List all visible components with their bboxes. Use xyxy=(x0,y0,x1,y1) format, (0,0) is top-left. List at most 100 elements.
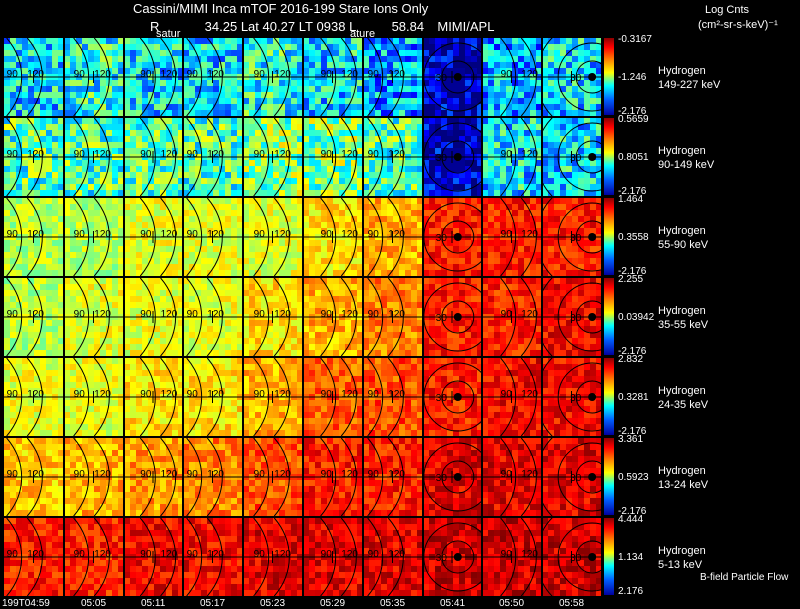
heatmap-cell xyxy=(160,136,166,142)
heatmap-cell xyxy=(130,216,136,222)
heatmap-cell xyxy=(267,98,273,104)
heatmap-panel: 90 120 xyxy=(64,198,123,276)
heatmap-cell xyxy=(28,264,34,270)
heatmap-cell xyxy=(94,228,100,234)
heatmap-cell xyxy=(369,278,375,284)
heatmap-cell xyxy=(231,86,237,92)
heatmap-cell xyxy=(178,98,182,104)
heatmap-cell xyxy=(82,104,88,110)
heatmap-cell xyxy=(273,118,279,124)
heatmap-cell xyxy=(148,86,154,92)
heatmap-cell xyxy=(88,264,94,270)
heatmap-cell xyxy=(22,332,28,338)
heatmap-cell xyxy=(459,240,465,246)
heatmap-cell xyxy=(387,56,393,62)
heatmap-cell xyxy=(40,350,46,356)
heatmap-cell xyxy=(112,44,118,50)
heatmap-cell xyxy=(34,344,40,350)
heatmap-cell xyxy=(207,216,213,222)
heatmap-cell xyxy=(207,302,213,308)
heatmap-cell xyxy=(590,92,596,98)
heatmap-cell xyxy=(58,178,63,184)
heatmap-cell xyxy=(333,148,339,154)
heatmap-cell xyxy=(590,56,596,62)
heatmap-cell xyxy=(584,246,590,252)
heatmap-cell xyxy=(429,136,435,142)
heatmap-cell xyxy=(243,118,249,124)
heatmap-cell xyxy=(279,302,285,308)
heatmap-cell xyxy=(488,216,494,222)
heatmap-cell xyxy=(118,228,123,234)
heatmap-cell xyxy=(435,56,441,62)
heatmap-cell xyxy=(10,166,16,172)
heatmap-cell xyxy=(375,98,381,104)
heatmap-cell xyxy=(172,302,178,308)
heatmap-cell xyxy=(189,344,195,350)
heatmap-cell xyxy=(596,98,601,104)
heatmap-cell xyxy=(22,278,28,284)
heatmap-cell xyxy=(536,246,541,252)
heatmap-cell xyxy=(309,56,315,62)
heatmap-cell xyxy=(405,210,411,216)
heatmap-cell xyxy=(393,178,399,184)
heatmap-cell xyxy=(387,80,393,86)
heatmap-cell xyxy=(183,198,189,204)
heatmap-cell xyxy=(112,178,118,184)
heatmap-cell xyxy=(255,160,261,166)
heatmap-cell xyxy=(124,332,130,338)
heatmap-cell xyxy=(375,252,381,258)
contour-label: 120 xyxy=(161,149,178,160)
heatmap-cell xyxy=(207,44,213,50)
heatmap-cell xyxy=(578,190,584,196)
heatmap-cell xyxy=(267,302,273,308)
heatmap-cell xyxy=(273,184,279,190)
heatmap-cell xyxy=(393,38,399,44)
heatmap-cell xyxy=(369,184,375,190)
heatmap-cell xyxy=(411,62,417,68)
heatmap-cell xyxy=(393,124,399,130)
heatmap-cell xyxy=(261,184,267,190)
heatmap-cell xyxy=(512,142,518,148)
heatmap-cell xyxy=(178,38,182,44)
heatmap-cell xyxy=(321,270,327,276)
heatmap-cell xyxy=(148,110,154,116)
heatmap-cell xyxy=(518,252,524,258)
heatmap-cell xyxy=(363,50,369,56)
heatmap-cell xyxy=(417,92,422,98)
heatmap-cell xyxy=(291,178,297,184)
heatmap-cell xyxy=(399,44,405,50)
heatmap-cell xyxy=(429,160,435,166)
heatmap-cell xyxy=(441,216,447,222)
heatmap-cell xyxy=(315,142,321,148)
heatmap-cell xyxy=(297,68,302,74)
heatmap-cell xyxy=(512,178,518,184)
heatmap-cell xyxy=(536,210,541,216)
heatmap-cell xyxy=(64,284,70,290)
heatmap-cell xyxy=(369,178,375,184)
heatmap-cell xyxy=(572,166,578,172)
heatmap-cell xyxy=(536,198,541,204)
heatmap-cell xyxy=(160,166,166,172)
heatmap-cell xyxy=(435,204,441,210)
heatmap-cell xyxy=(213,110,219,116)
heatmap-cell xyxy=(399,98,405,104)
heatmap-cell xyxy=(482,56,488,62)
heatmap-cell xyxy=(22,264,28,270)
heatmap-cell xyxy=(195,302,201,308)
heatmap-cell xyxy=(363,184,369,190)
heatmap-cell xyxy=(429,130,435,136)
heatmap-cell xyxy=(255,222,261,228)
heatmap-cell xyxy=(189,92,195,98)
heatmap-cell xyxy=(255,332,261,338)
contour-label: 90 xyxy=(187,149,199,160)
heatmap-cell xyxy=(572,160,578,166)
heatmap-cell xyxy=(554,210,560,216)
heatmap-cell xyxy=(52,264,58,270)
heatmap-cell xyxy=(291,338,297,344)
heatmap-cell xyxy=(303,296,309,302)
heatmap-cell xyxy=(393,210,399,216)
heatmap-cell xyxy=(166,308,172,314)
heatmap-cell xyxy=(22,38,28,44)
heatmap-cell xyxy=(4,184,10,190)
heatmap-cell xyxy=(441,50,447,56)
